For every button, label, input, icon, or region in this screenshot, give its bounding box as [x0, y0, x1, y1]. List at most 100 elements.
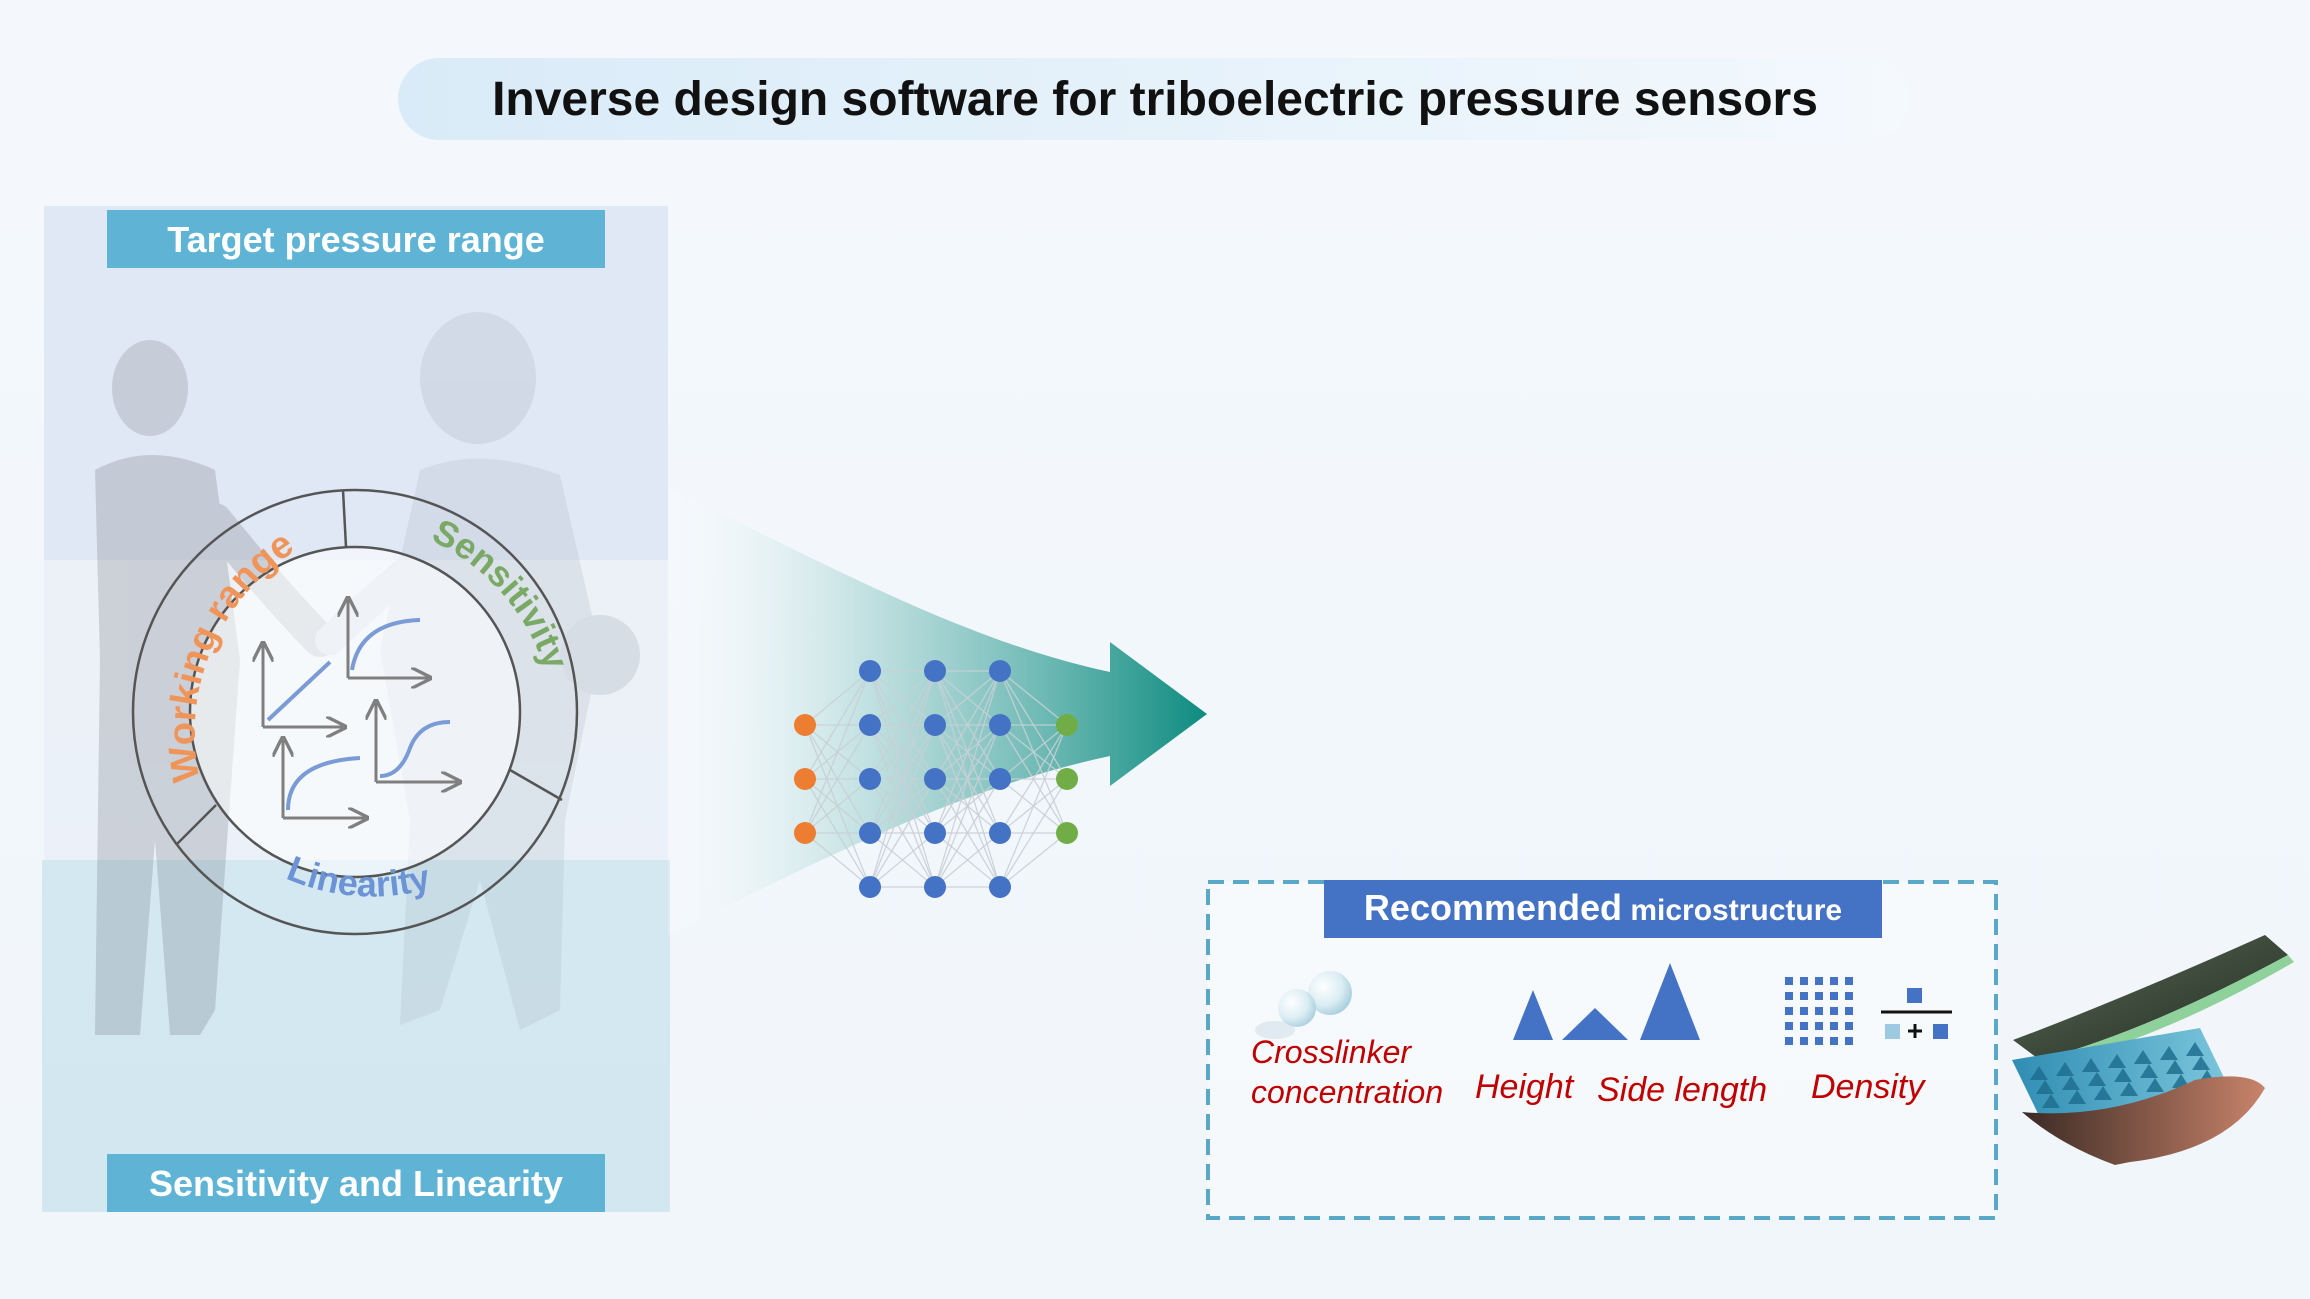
network-edge: [934, 670, 1001, 888]
hidden-node: [924, 768, 946, 790]
network-edge: [869, 670, 936, 834]
network-edge: [999, 832, 1068, 888]
hidden-node: [989, 660, 1011, 682]
network-edge: [999, 724, 1068, 834]
film-microstructure: [2030, 1042, 2216, 1108]
steep-curve-icon: [283, 740, 365, 818]
crosslinker-bubbles-icon: [1255, 971, 1352, 1039]
film-pyramid: [2036, 1080, 2054, 1094]
neural-network: [794, 660, 1078, 898]
film-pyramid: [2120, 1082, 2138, 1096]
density-dot: [1830, 977, 1838, 985]
film-pyramid: [2114, 1068, 2132, 1082]
input-node: [794, 768, 816, 790]
network-edge: [869, 724, 936, 888]
density-dot: [1815, 1022, 1823, 1030]
film-pyramid: [2094, 1086, 2112, 1100]
sensor-film-illustration: [2012, 935, 2294, 1165]
network-edge: [804, 832, 871, 888]
input-node: [794, 822, 816, 844]
sensitivity-linearity-label: Sensitivity and Linearity: [149, 1163, 563, 1204]
network-edge: [934, 670, 1001, 780]
hidden-node: [924, 822, 946, 844]
network-edge: [999, 670, 1068, 726]
hidden-node: [989, 768, 1011, 790]
hidden-node: [989, 876, 1011, 898]
density-dot: [1800, 1022, 1808, 1030]
density-label: Density: [1811, 1068, 1926, 1106]
network-edge: [804, 778, 871, 834]
pyramid-shapes-icon: [1513, 963, 1700, 1040]
recommended-header: Recommended microstructure: [1364, 887, 1842, 928]
target-pressure-label-box: [107, 210, 605, 268]
output-node: [1056, 714, 1078, 736]
sigmoid-curve-icon: [376, 703, 458, 782]
density-dot: [1830, 992, 1838, 1000]
film-pyramid: [2056, 1062, 2074, 1076]
density-dot: [1800, 1037, 1808, 1045]
density-dot: [1800, 992, 1808, 1000]
hidden-node: [924, 660, 946, 682]
density-dot: [1830, 1007, 1838, 1015]
crosslinker-line2: concentration: [1251, 1074, 1443, 1110]
target-pressure-label: Target pressure range: [167, 219, 544, 260]
density-dot: [1845, 1007, 1853, 1015]
film-pyramid: [2042, 1094, 2060, 1108]
network-edge: [934, 670, 1001, 834]
left-panel: Target pressure range Sensitivity and Li…: [42, 206, 670, 1212]
film-pyramid: [2160, 1046, 2178, 1060]
density-dot: [1830, 1022, 1838, 1030]
recommended-header-box: [1324, 880, 1882, 938]
network-edge: [869, 670, 936, 780]
saturating-curve-icon: [348, 600, 428, 678]
density-dot: [1800, 1007, 1808, 1015]
network-edge: [869, 778, 936, 888]
hidden-node: [859, 660, 881, 682]
film-pyramid: [2146, 1078, 2164, 1092]
density-dot: [1845, 1037, 1853, 1045]
film-pyramid: [2082, 1058, 2100, 1072]
density-dot: [1785, 1037, 1793, 1045]
network-edge: [804, 670, 871, 780]
hidden-node: [989, 714, 1011, 736]
network-edge: [869, 670, 936, 888]
film-pyramid: [2134, 1050, 2152, 1064]
network-edge: [869, 832, 936, 888]
side-length-label: Side length: [1597, 1071, 1767, 1109]
network-edge: [804, 724, 871, 834]
network-nodes: [794, 660, 1078, 898]
network-edge: [934, 724, 1001, 888]
density-dot: [1815, 1037, 1823, 1045]
height-label: Height: [1475, 1068, 1575, 1106]
density-dot: [1785, 992, 1793, 1000]
density-dot: [1785, 1022, 1793, 1030]
density-dot: [1815, 992, 1823, 1000]
density-dot: [1800, 977, 1808, 985]
density-dot: [1785, 1007, 1793, 1015]
funnel-arrow: [668, 488, 1207, 935]
density-dot: [1845, 977, 1853, 985]
network-edge: [999, 724, 1068, 780]
network-edge: [999, 724, 1068, 888]
network-edge: [934, 778, 1001, 888]
network-edge: [934, 670, 1001, 726]
network-edge: [804, 670, 871, 834]
density-dot: [1815, 977, 1823, 985]
density-grid-icon: [1785, 977, 1853, 1045]
recommended-box: Recommended microstructure Crosslinker c…: [1206, 880, 1998, 1220]
sensitivity-linearity-label-box: [107, 1154, 605, 1212]
output-node: [1056, 768, 1078, 790]
film-pyramid: [2140, 1064, 2158, 1078]
hidden-node: [924, 714, 946, 736]
film-pyramid: [2192, 1056, 2210, 1070]
title-banner: Inverse design software for triboelectri…: [398, 58, 1910, 140]
network-edge: [804, 670, 871, 726]
film-pyramid: [2062, 1076, 2080, 1090]
hidden-node: [989, 822, 1011, 844]
film-pyramid: [2068, 1090, 2086, 1104]
density-fraction-icon: [1881, 988, 1952, 1039]
density-dot: [1815, 1007, 1823, 1015]
hidden-node: [924, 876, 946, 898]
page-title: Inverse design software for triboelectri…: [492, 73, 1818, 126]
